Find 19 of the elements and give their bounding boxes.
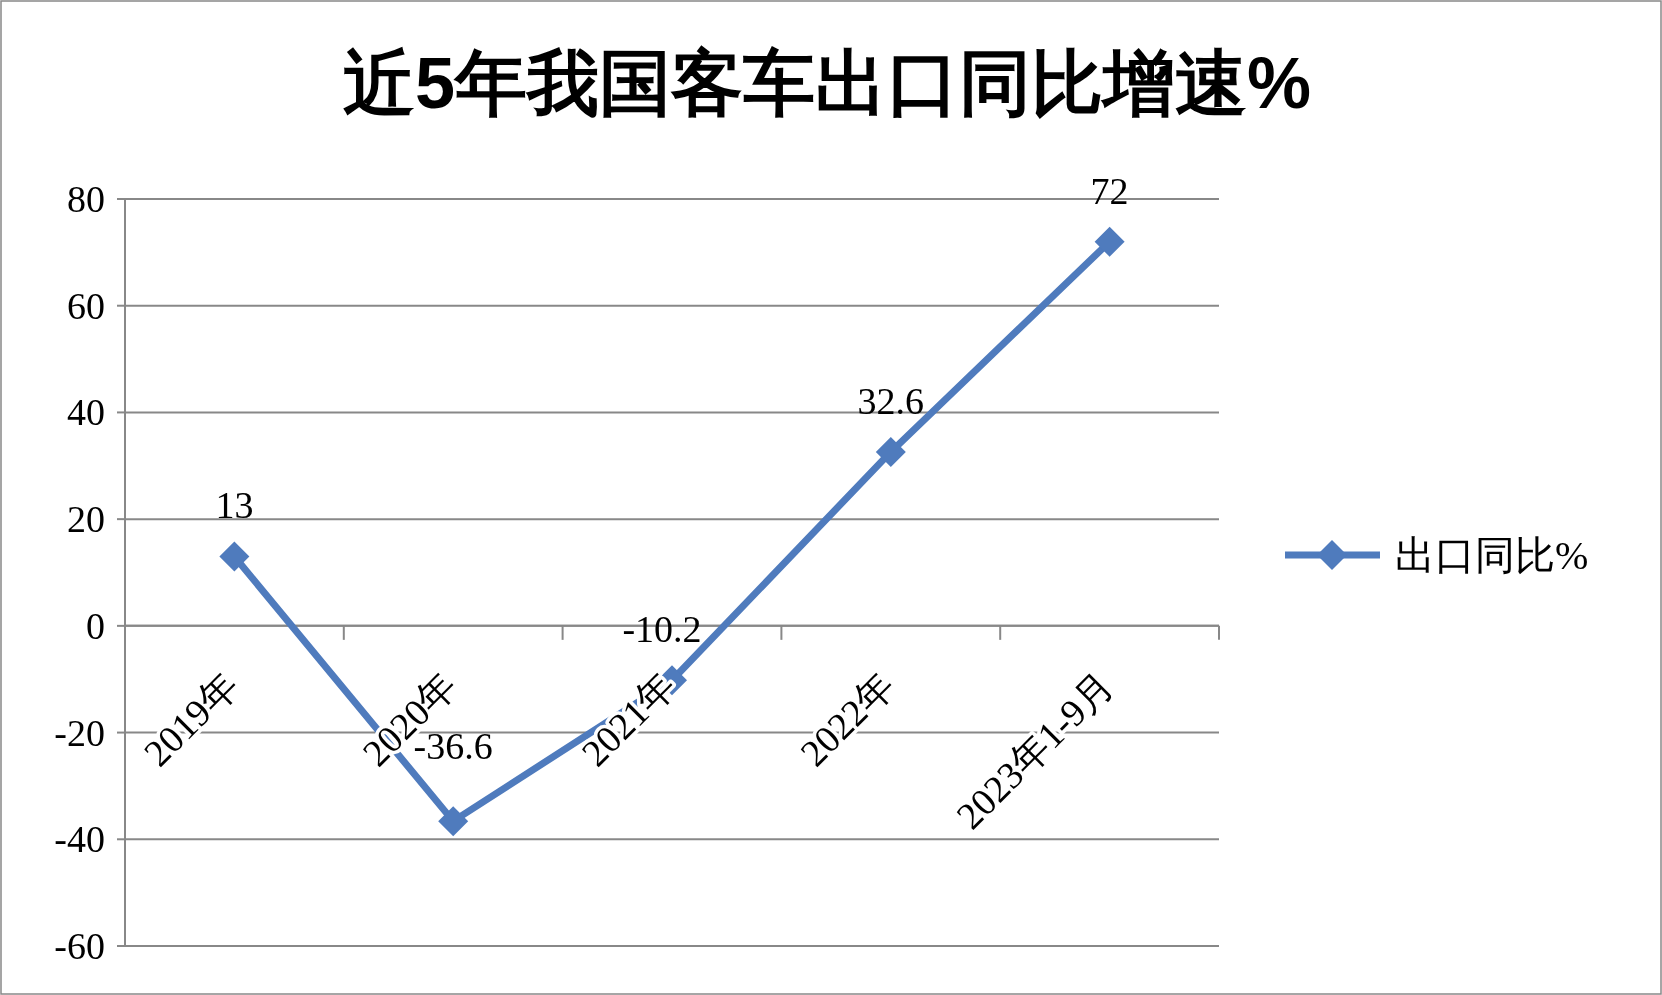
data-label: 32.6 <box>857 379 925 422</box>
y-tick-label: 0 <box>86 604 105 647</box>
data-label: -10.2 <box>622 608 702 651</box>
data-label: 13 <box>215 484 254 527</box>
y-tick-label: 60 <box>67 284 105 327</box>
y-tick-label: 80 <box>67 178 105 220</box>
y-tick-label: -40 <box>54 818 105 861</box>
y-tick-label: -60 <box>54 925 105 967</box>
y-tick-label: 20 <box>67 498 105 541</box>
point <box>1094 226 1125 257</box>
y-tick-label: -20 <box>54 711 105 754</box>
legend-label: 出口同比% <box>1395 533 1589 578</box>
title: 近5年我国客车出口同比增速% <box>342 43 1312 123</box>
data-label: 72 <box>1090 169 1129 212</box>
legend: 出口同比% <box>1285 533 1589 578</box>
y-tick-label: 40 <box>67 391 105 434</box>
point <box>875 436 906 467</box>
point <box>219 541 250 572</box>
point <box>438 806 469 837</box>
